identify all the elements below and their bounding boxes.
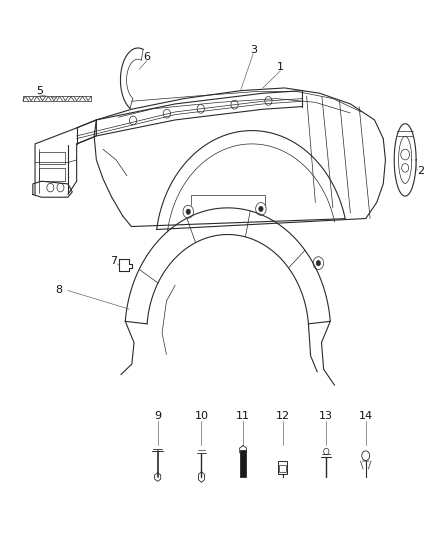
Text: 2: 2 [417, 166, 424, 175]
Circle shape [186, 209, 191, 214]
Text: 6: 6 [143, 52, 150, 62]
Text: 12: 12 [276, 411, 290, 421]
Text: 10: 10 [194, 411, 208, 421]
Text: 5: 5 [36, 86, 43, 95]
Text: 3: 3 [251, 45, 258, 55]
Circle shape [316, 261, 321, 266]
Text: 13: 13 [319, 411, 333, 421]
Bar [278, 462, 287, 474]
Bar [39, 152, 65, 164]
Bar [279, 465, 286, 472]
Text: 7: 7 [110, 256, 117, 266]
Text: 1: 1 [277, 62, 284, 71]
Text: 14: 14 [359, 411, 373, 421]
Bar [240, 450, 246, 477]
Bar [39, 168, 65, 181]
Text: 9: 9 [154, 411, 161, 421]
Circle shape [259, 206, 263, 212]
Text: 11: 11 [236, 411, 250, 421]
Text: 8: 8 [56, 286, 63, 295]
